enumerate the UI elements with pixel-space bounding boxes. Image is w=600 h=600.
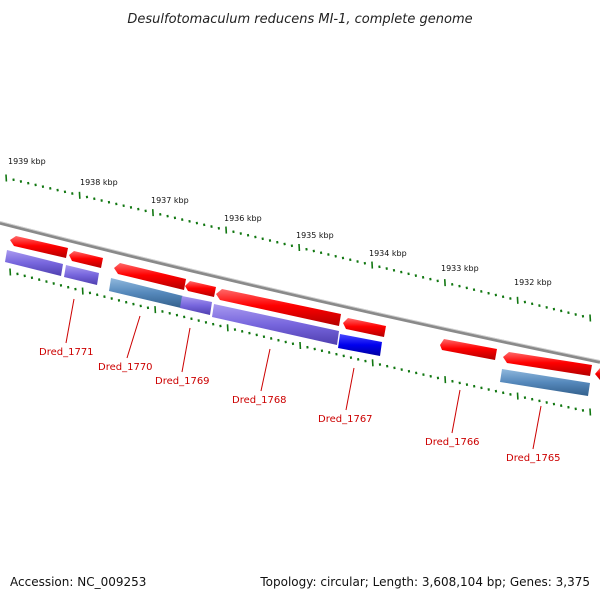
ruler-label: 1936 kbp — [224, 214, 262, 223]
forward-cds[interactable] — [185, 281, 216, 297]
gene-bar[interactable] — [64, 265, 99, 285]
genome-summary-text: Topology: circular; Length: 3,608,104 bp… — [260, 575, 590, 589]
ruler-label: 1932 kbp — [514, 278, 552, 287]
forward-cds[interactable] — [10, 236, 68, 258]
label-leader — [345, 367, 355, 411]
gene-bar[interactable] — [212, 304, 339, 345]
ruler-label: 1937 kbp — [151, 196, 189, 205]
gene-bar[interactable] — [109, 278, 183, 308]
gene-bar[interactable] — [500, 369, 590, 396]
forward-cds[interactable] — [114, 263, 186, 290]
forward-cds[interactable] — [503, 352, 592, 376]
gene-bar[interactable] — [5, 250, 63, 276]
genome-backbone — [0, 221, 600, 364]
label-leader — [532, 405, 542, 450]
ruler-label: 1935 kbp — [296, 231, 334, 240]
gene-label-dred-1771[interactable]: Dred_1771 — [39, 347, 94, 358]
gene-label-dred-1770[interactable]: Dred_1770 — [98, 362, 153, 373]
label-leader — [181, 327, 191, 373]
gene-label-dred-1766[interactable]: Dred_1766 — [425, 437, 480, 448]
gene-label-dred-1765[interactable]: Dred_1765 — [506, 453, 561, 464]
gene-bar[interactable] — [180, 296, 212, 315]
gene-bar-highlighted[interactable] — [338, 334, 382, 356]
forward-cds[interactable] — [595, 368, 600, 380]
label-leader — [260, 348, 271, 392]
backbone-highlight — [0, 221, 600, 361]
label-leader — [65, 298, 75, 344]
label-leader — [451, 389, 461, 434]
map-title: Desulfotomaculum reducens MI-1, complete… — [127, 12, 472, 27]
forward-cds[interactable] — [69, 251, 103, 268]
gene-label-dred-1767[interactable]: Dred_1767 — [318, 414, 373, 425]
gene-label-dred-1768[interactable]: Dred_1768 — [232, 395, 287, 406]
forward-cds[interactable] — [440, 339, 497, 360]
forward-cds[interactable] — [216, 289, 341, 326]
label-leader — [126, 315, 141, 359]
lower-tick-track — [9, 268, 592, 416]
gene-label-dred-1769[interactable]: Dred_1769 — [155, 376, 210, 387]
ruler-ticks — [5, 174, 592, 322]
ruler-label: 1939 kbp — [8, 157, 46, 166]
ruler-label: 1933 kbp — [441, 264, 479, 273]
ruler-label: 1934 kbp — [369, 249, 407, 258]
ruler-label: 1938 kbp — [80, 178, 118, 187]
forward-cds[interactable] — [343, 318, 386, 337]
accession-text: Accession: NC_009253 — [10, 575, 147, 589]
